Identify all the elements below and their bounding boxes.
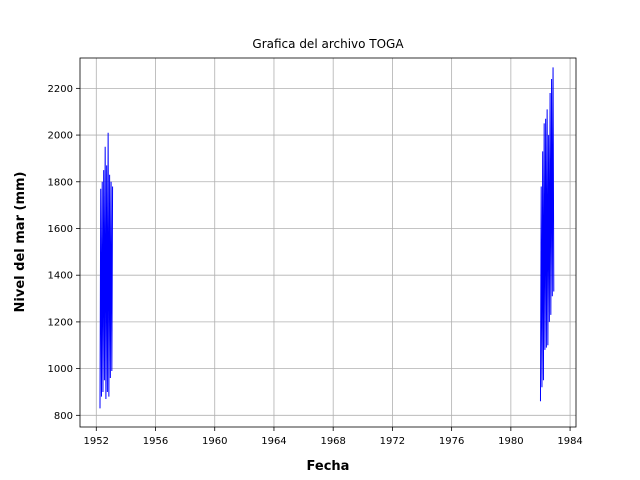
x-tick-label: 1956 (143, 436, 168, 447)
x-tick-label: 1972 (380, 436, 405, 447)
series-line-0 (99, 132, 114, 409)
x-tick-label: 1960 (202, 436, 227, 447)
x-axis: 1952 1956 1960 1964 1968 1972 1976 1980 1984 (84, 427, 583, 447)
y-tick-label: 2200 (48, 84, 73, 95)
y-tick-label: 800 (54, 411, 73, 422)
y-tick-label: 1600 (48, 224, 73, 235)
y-axis: 800 1000 1200 1400 1600 1800 2000 2200 (48, 84, 80, 422)
y-axis-label: Nivel del mar (mm) (13, 172, 28, 313)
y-tick-label: 2000 (48, 131, 73, 142)
y-tick-label: 1800 (48, 177, 73, 188)
x-tick-label: 1976 (439, 436, 464, 447)
chart-title: Grafica del archivo TOGA (252, 37, 404, 51)
y-tick-label: 1400 (48, 271, 73, 282)
x-tick-label: 1968 (320, 436, 345, 447)
y-tick-label: 1200 (48, 317, 73, 328)
series-layer (99, 67, 555, 409)
x-tick-label: 1984 (557, 436, 582, 447)
y-tick-label: 1000 (48, 364, 73, 375)
x-tick-label: 1964 (261, 436, 286, 447)
grid (80, 58, 576, 427)
x-tick-label: 1952 (84, 436, 109, 447)
plot-frame (79, 57, 577, 428)
series-line-1 (539, 67, 555, 402)
x-tick-label: 1980 (498, 436, 523, 447)
x-axis-label: Fecha (307, 459, 350, 474)
